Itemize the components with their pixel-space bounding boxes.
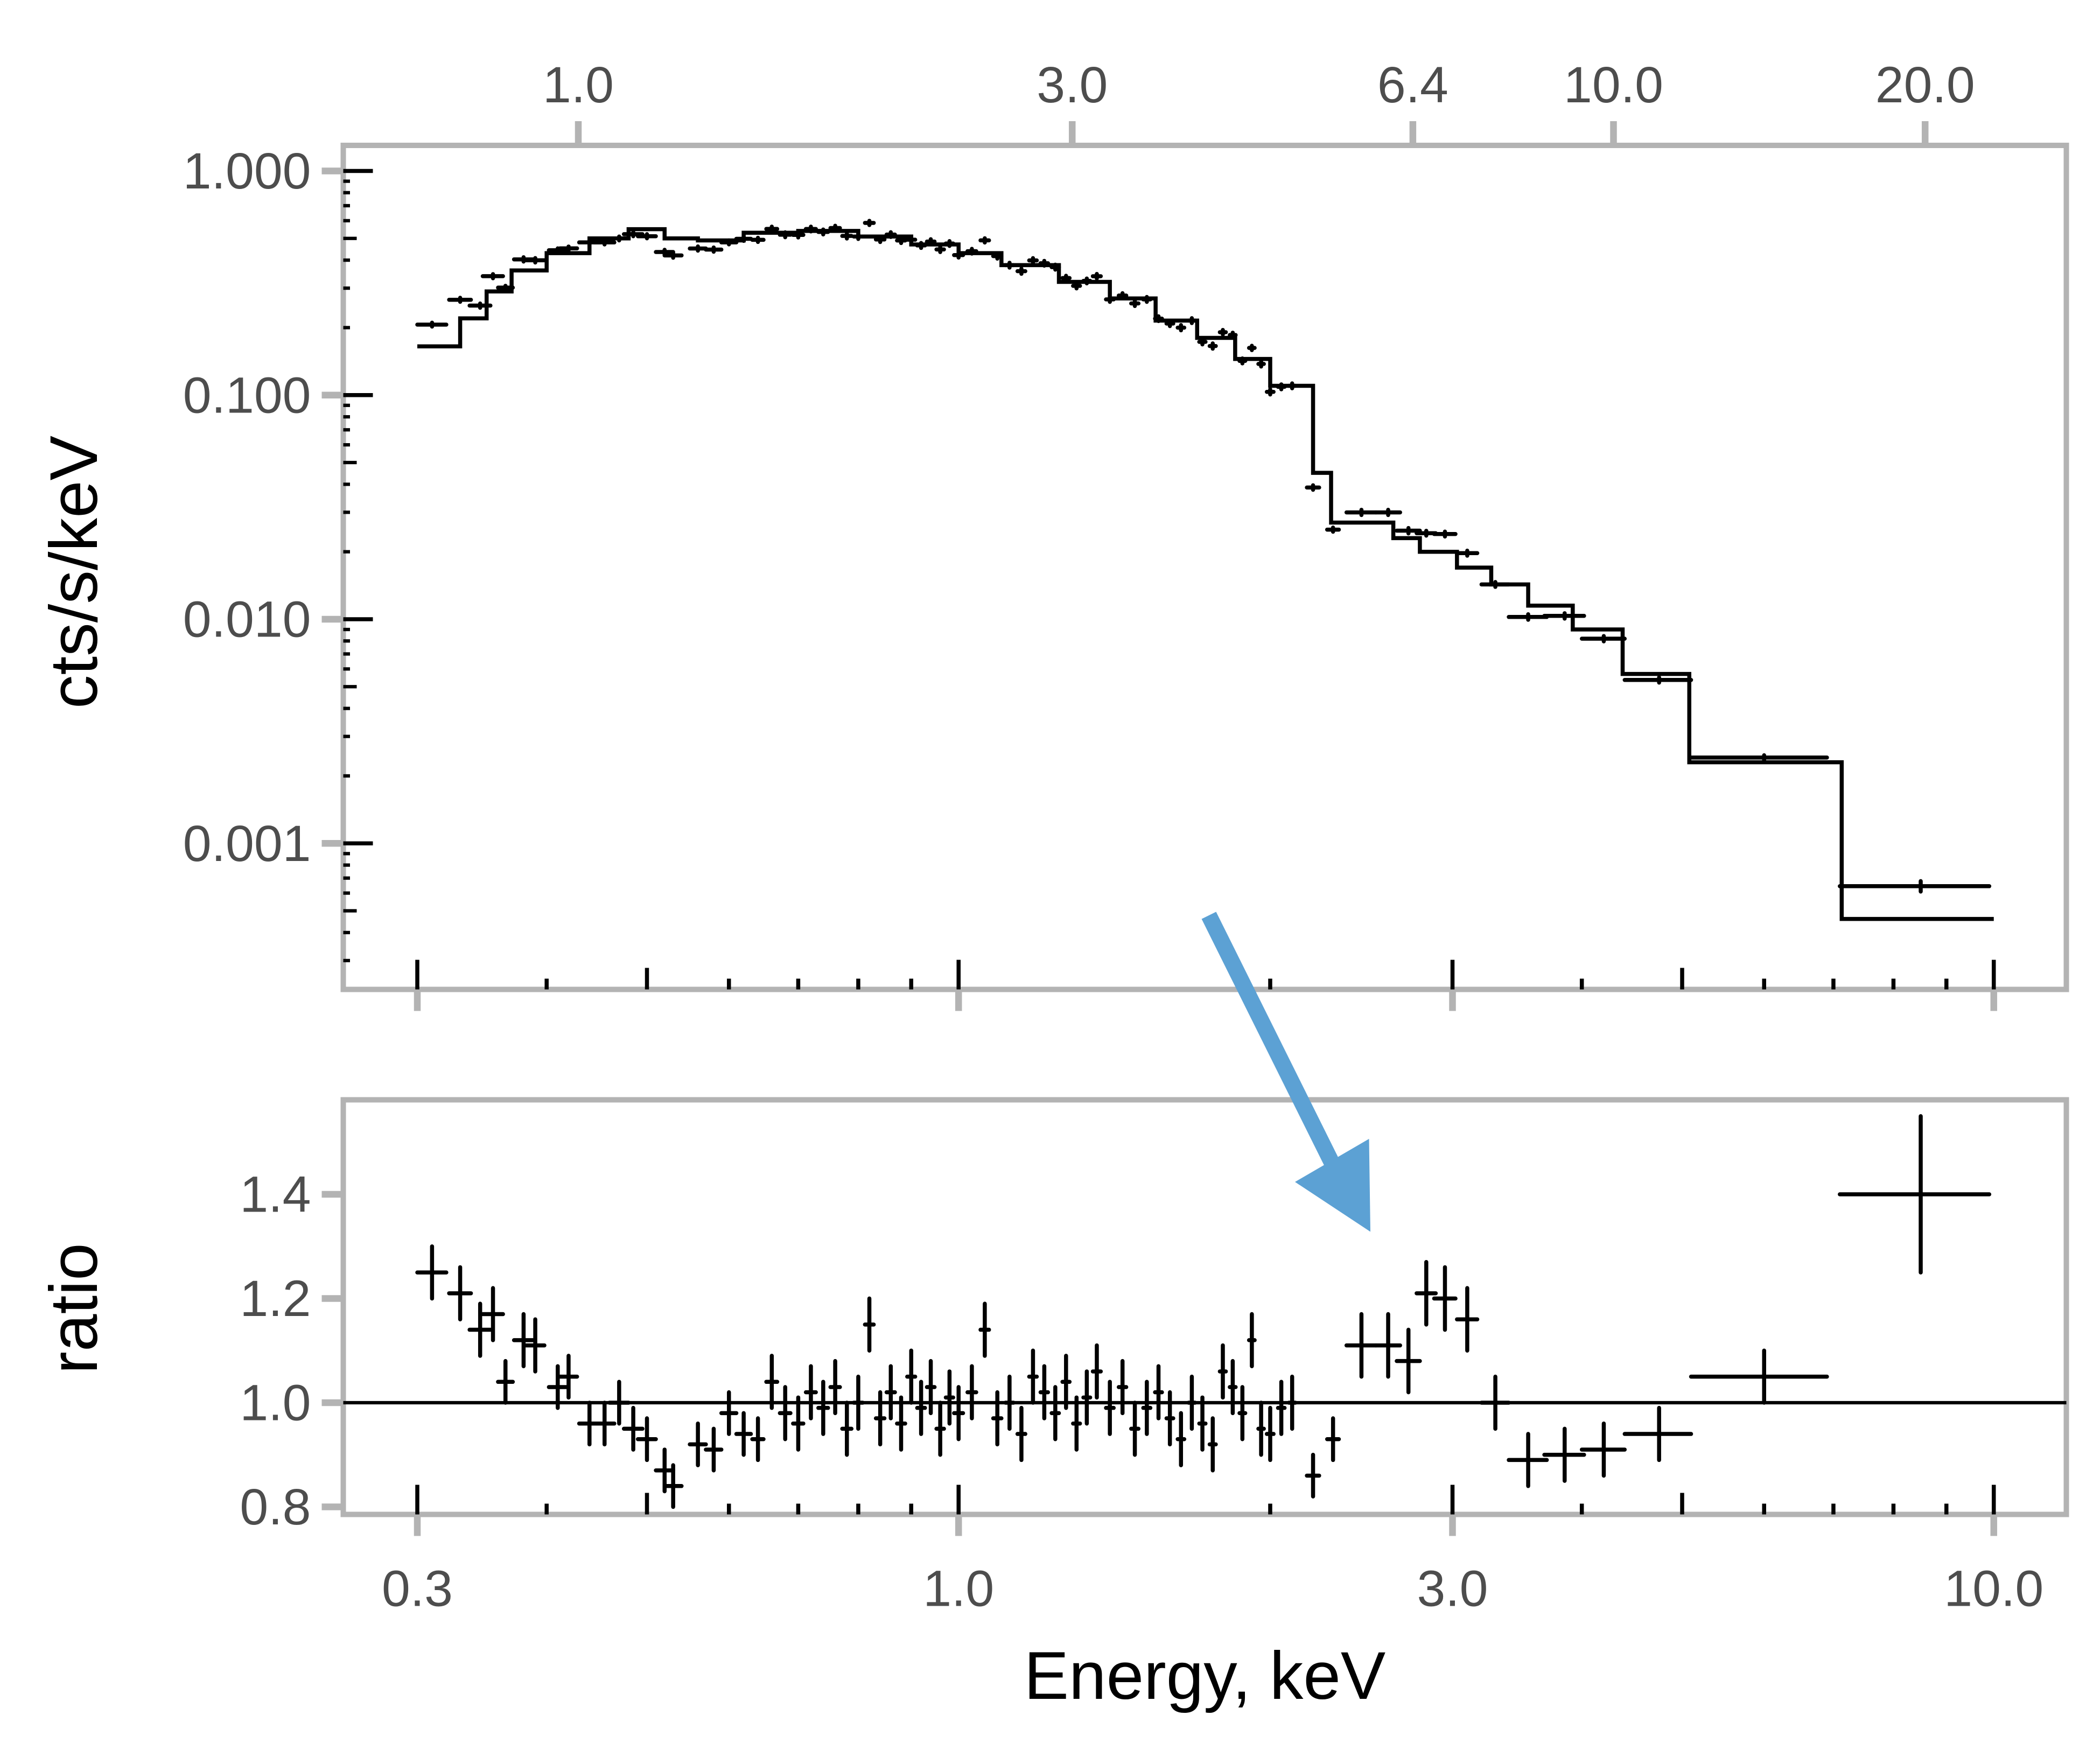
arrow-annotation [1201, 912, 1370, 1232]
top-axis-tick-label: 10.0 [1564, 57, 1663, 114]
x-tick-label: 3.0 [1417, 1560, 1488, 1618]
y-axis-label-ratio: ratio [37, 1243, 111, 1374]
x-axis-label: Energy, keV [1024, 1639, 1386, 1713]
y-tick-label: 0.010 [183, 591, 311, 648]
x-tick-label: 10.0 [1944, 1560, 2043, 1618]
x-tick-label: 0.3 [382, 1560, 453, 1618]
y-tick-label: 1.000 [183, 143, 311, 200]
y-tick-label: 0.100 [183, 367, 311, 424]
model-curve [417, 227, 1994, 921]
top-axis-tick-label: 6.4 [1377, 57, 1448, 114]
ratio-panel: 0.3 1.0 3.0 10.0 1.4 1.2 1.0 0.8 [240, 1097, 2069, 1618]
ratio-y-tick-label: 1.2 [240, 1270, 311, 1327]
arrow-head [1295, 1139, 1370, 1232]
spectrum-panel: 1.0 3.0 6.4 10.0 20.0 1.000 0.100 0.010 0.001 [183, 57, 2069, 1011]
y-axis-label-spectrum: cts/s/keV [37, 436, 111, 709]
spectrum-frame [340, 143, 2069, 992]
y-tick-label: 0.001 [183, 815, 311, 872]
arrow-shaft [1201, 912, 1340, 1168]
top-axis-tick-label: 20.0 [1875, 57, 1975, 114]
ratio-frame [340, 1097, 2069, 1517]
top-axis-tick-label: 3.0 [1037, 57, 1108, 114]
x-tick-label: 1.0 [923, 1560, 994, 1618]
ratio-y-tick-label: 1.4 [240, 1166, 311, 1223]
top-axis-tick-label: 1.0 [543, 57, 614, 114]
ratio-y-tick-label: 1.0 [240, 1375, 311, 1432]
ratio-y-tick-label: 0.8 [240, 1479, 311, 1536]
